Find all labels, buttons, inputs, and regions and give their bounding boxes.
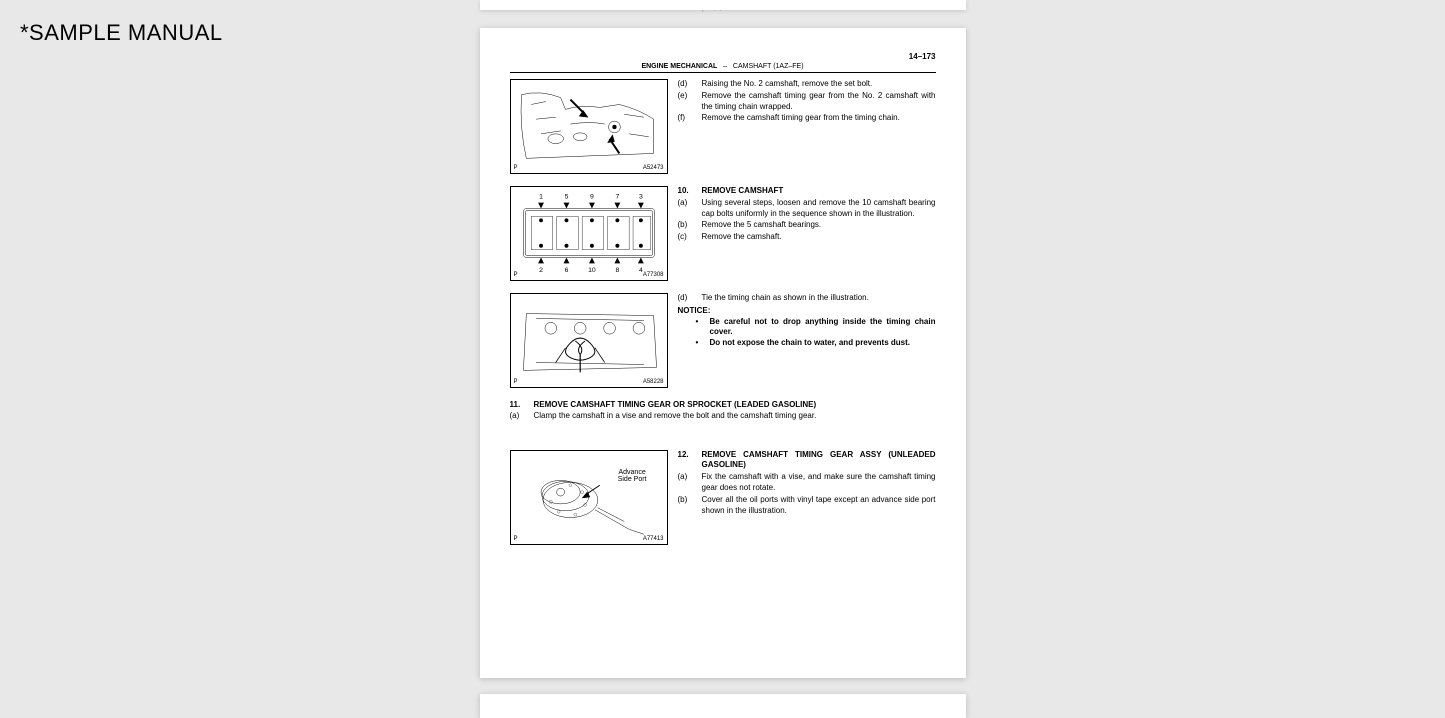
- bullet-icon: •: [696, 338, 704, 349]
- step-d-label: (d): [678, 79, 696, 90]
- step-e-text: Remove the camshaft timing gear from the…: [702, 91, 936, 113]
- notice-label: NOTICE:: [678, 306, 936, 317]
- fig-p-marker: P: [514, 165, 518, 171]
- bearing-cap-sequence-icon: 15973 261084: [511, 187, 667, 280]
- step-10b-text: Remove the 5 camshaft bearings.: [702, 220, 936, 231]
- step-12a-label: (a): [678, 472, 696, 494]
- figure-1-ref: A52473: [643, 165, 664, 171]
- svg-text:2: 2: [539, 267, 543, 274]
- section-12-text: 12. REMOVE CAMSHAFT TIMING GEAR ASSY (UNL…: [678, 450, 936, 518]
- step-12b-label: (b): [678, 495, 696, 517]
- step-10a-text: Using several steps, loosen and remove t…: [702, 198, 936, 220]
- step-10-num: 10.: [678, 186, 696, 197]
- next-page-sliver: [480, 694, 966, 718]
- bullet-icon: •: [696, 317, 704, 339]
- step-11-num: 11.: [510, 400, 528, 411]
- step-11-title: REMOVE CAMSHAFT TIMING GEAR OR SPROCKET …: [534, 400, 817, 411]
- svg-text:1: 1: [539, 194, 543, 201]
- step-12b-text: Cover all the oil ports with vinyl tape …: [702, 495, 936, 517]
- figure-1: P A52473: [510, 79, 668, 174]
- section-11: 11. REMOVE CAMSHAFT TIMING GEAR OR SPROCK…: [510, 400, 936, 422]
- advance-port-label: AdvanceSide Port: [618, 469, 647, 484]
- engine-diagram-icon: [511, 80, 667, 173]
- header-subsection: CAMSHAFT (1AZ–FE): [733, 63, 804, 70]
- step-11a-label: (a): [510, 411, 528, 422]
- step-10-title: REMOVE CAMSHAFT: [702, 186, 784, 197]
- step-10b-label: (b): [678, 220, 696, 231]
- figure-2: 15973 261084 P A77308: [510, 186, 668, 281]
- step-12-title: REMOVE CAMSHAFT TIMING GEAR ASSY (UNLEAD…: [702, 450, 936, 472]
- svg-text:5: 5: [564, 194, 568, 201]
- header-dash: –: [723, 63, 727, 70]
- svg-text:3: 3: [638, 194, 642, 201]
- manual-page: 14–173 ENGINE MECHANICAL – CAMSHAFT (1AZ…: [480, 28, 966, 678]
- svg-text:9: 9: [590, 194, 594, 201]
- header-section: ENGINE MECHANICAL: [641, 63, 717, 70]
- svg-text:10: 10: [588, 267, 596, 274]
- section-tie-chain: P A58228 (d) Tie the timing chain as show…: [510, 293, 936, 388]
- step-e-label: (e): [678, 91, 696, 113]
- step-f-text: Remove the camshaft timing gear from the…: [702, 113, 936, 124]
- section-2-text: 10. REMOVE CAMSHAFT (a) Using several step…: [678, 186, 936, 244]
- step-12-num: 12.: [678, 450, 696, 472]
- figure-3: P A58228: [510, 293, 668, 388]
- svg-text:7: 7: [615, 194, 619, 201]
- section-1-text: (d) Raising the No. 2 camshaft, remove th…: [678, 79, 936, 125]
- figure-5-ref: A77413: [643, 536, 664, 542]
- notice-b2: Do not expose the chain to water, and pr…: [710, 338, 936, 349]
- fig-p-marker: P: [514, 272, 518, 278]
- page-header: ENGINE MECHANICAL – CAMSHAFT (1AZ–FE): [510, 63, 936, 73]
- timing-gear-assy-icon: [511, 451, 667, 544]
- step-d2-text: Tie the timing chain as shown in the ill…: [702, 293, 936, 304]
- step-10a-label: (a): [678, 198, 696, 220]
- svg-text:6: 6: [564, 267, 568, 274]
- figure-2-ref: A77308: [643, 272, 664, 278]
- svg-text:8: 8: [615, 267, 619, 274]
- step-d-text: Raising the No. 2 camshaft, remove the s…: [702, 79, 936, 90]
- section-3-text: (d) Tie the timing chain as shown in the …: [678, 293, 936, 349]
- fig-p-marker: P: [514, 379, 518, 385]
- step-10c-label: (c): [678, 232, 696, 243]
- notice-b1: Be careful not to drop anything inside t…: [710, 317, 936, 339]
- page-number: 14–173: [510, 52, 936, 61]
- prev-page-sliver: [480, 0, 966, 10]
- section-remove-camshaft: 15973 261084 P A77308 10.REMOVE CAMSHAFT…: [510, 186, 936, 281]
- figure-5: AdvanceSide Port P A77413: [510, 450, 668, 545]
- step-11a-text: Clamp the camshaft in a vise and remove …: [534, 411, 817, 422]
- sample-manual-label: *SAMPLE MANUAL: [20, 20, 223, 46]
- fig-p-marker: P: [514, 536, 518, 542]
- step-12a-text: Fix the camshaft with a vise, and make s…: [702, 472, 936, 494]
- section-12: AdvanceSide Port P A77413 12. REMOVE CAMS…: [510, 450, 936, 545]
- figure-3-ref: A58228: [643, 379, 664, 385]
- step-f-label: (f): [678, 113, 696, 124]
- step-d2-label: (d): [678, 293, 696, 304]
- timing-chain-tie-icon: [511, 294, 667, 387]
- section-raising-camshaft: P A52473 (d) Raising the No. 2 camshaft, …: [510, 79, 936, 174]
- step-10c-text: Remove the camshaft.: [702, 232, 936, 243]
